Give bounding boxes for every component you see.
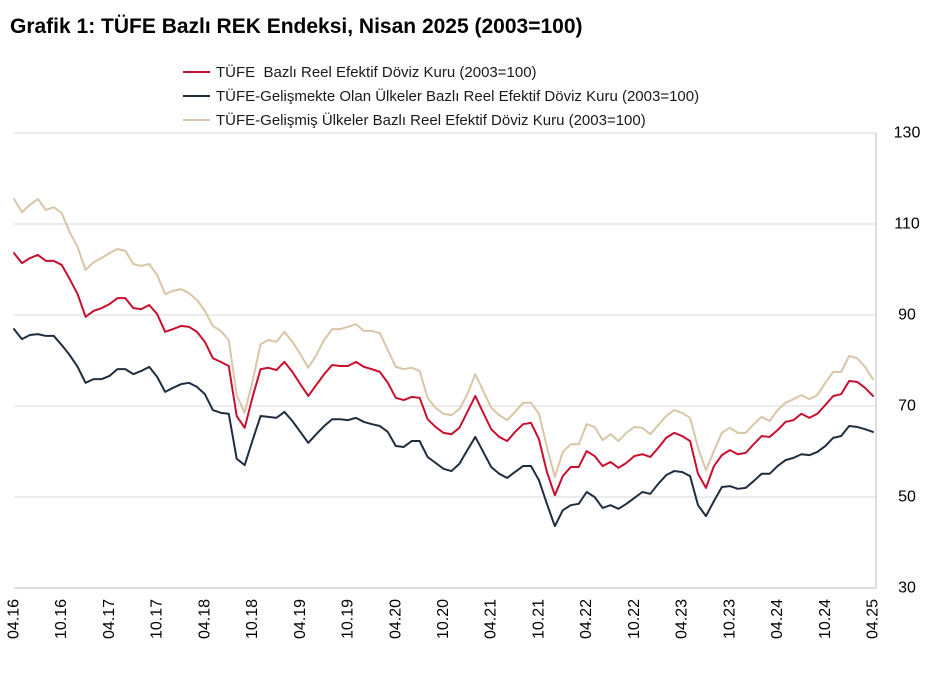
x-tick-label: 04.18: [196, 599, 213, 639]
y-tick-label: 130: [894, 125, 921, 142]
x-tick-label: 10.17: [149, 599, 166, 639]
x-tick-label: 10.16: [53, 599, 70, 639]
x-tick-label: 10.24: [817, 599, 834, 639]
legend-label-tufe-rek: TÜFE Bazlı Reel Efektif Döviz Kuru (2003…: [216, 63, 537, 81]
legend-swatch-developed-rek: [183, 119, 210, 121]
x-tick-label: 04.19: [292, 599, 309, 639]
chart-title: Grafik 1: TÜFE Bazlı REK Endeksi, Nisan …: [10, 15, 583, 38]
series-lines: [13, 197, 874, 528]
y-tick-label: 70: [898, 398, 916, 415]
x-tick-label: 04.17: [101, 599, 118, 639]
legend-label-developed-rek: TÜFE-Gelişmiş Ülkeler Bazlı Reel Efektif…: [216, 111, 646, 129]
y-tick-label: 110: [894, 216, 920, 233]
legend-label-emerging-rek: TÜFE-Gelişmekte Olan Ülkeler Bazlı Reel …: [216, 87, 700, 105]
x-tick-label: 04.23: [674, 599, 691, 639]
x-tick-label: 10.22: [626, 599, 643, 639]
x-tick-label: 10.18: [244, 599, 261, 639]
x-tick-label: 10.19: [340, 599, 357, 639]
y-tick-labels: 30 50 70 90 110 130: [894, 125, 921, 597]
x-tick-label: 04.25: [865, 599, 882, 639]
series-line-emerging-rek: [13, 328, 874, 528]
x-tick-labels: 04.16 10.16 04.17 10.17 04.18 10.18 04.19 10.19…: [6, 599, 882, 639]
y-tick-label: 50: [898, 489, 916, 506]
y-tick-label: 30: [898, 580, 916, 597]
x-tick-label: 04.16: [6, 599, 23, 639]
legend-item-developed-rek: TÜFE-Gelişmiş Ülkeler Bazlı Reel Efektif…: [183, 108, 699, 132]
legend-item-tufe-rek: TÜFE Bazlı Reel Efektif Döviz Kuru (2003…: [183, 60, 699, 84]
x-tick-label: 04.20: [387, 599, 404, 639]
series-line-developed-rek: [13, 197, 874, 478]
legend-swatch-tufe-rek: [183, 71, 210, 73]
x-tick-label: 10.20: [435, 599, 452, 639]
x-tick-label: 04.22: [578, 599, 595, 639]
axes: [14, 133, 877, 589]
x-tick-label: 10.21: [530, 599, 547, 639]
legend-swatch-emerging-rek: [183, 95, 210, 97]
y-tick-label: 90: [898, 307, 916, 324]
legend-item-emerging-rek: TÜFE-Gelişmekte Olan Ülkeler Bazlı Reel …: [183, 84, 699, 108]
series-line-tufe-rek: [13, 252, 874, 497]
gridlines: [14, 132, 876, 498]
legend: TÜFE Bazlı Reel Efektif Döviz Kuru (2003…: [183, 60, 699, 132]
x-tick-label: 10.23: [721, 599, 738, 639]
x-tick-label: 04.21: [483, 599, 500, 639]
x-tick-label: 04.24: [769, 599, 786, 639]
